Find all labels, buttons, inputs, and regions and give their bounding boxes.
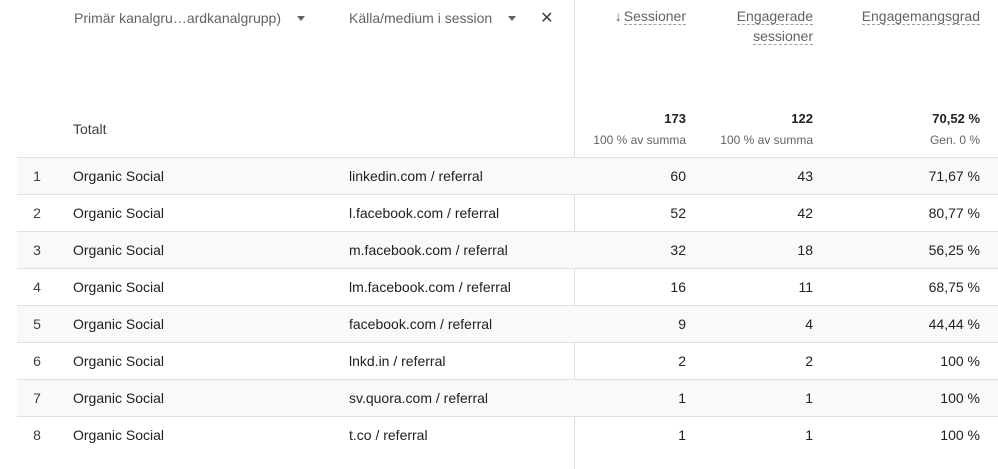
row-source-medium: t.co / referral — [349, 427, 428, 443]
row-engagement-rate: 71,67 % — [928, 168, 980, 184]
row-channel: Organic Social — [73, 427, 165, 443]
table-row[interactable]: 3 Organic Social m.facebook.com / referral… — [17, 231, 998, 269]
row-source-medium: l.facebook.com / referral — [349, 205, 500, 221]
row-sessions: 1 — [678, 390, 686, 406]
row-source-medium: lnkd.in / referral — [349, 353, 446, 369]
row-channel: Organic Social — [73, 279, 165, 295]
row-channel: Organic Social — [73, 168, 165, 184]
sessions-header-label: Sessioner — [623, 8, 686, 25]
row-engagement-rate: 56,25 % — [928, 242, 980, 258]
totals-rate: 70,52 % — [932, 111, 980, 126]
row-engagement-rate: 100 % — [940, 353, 980, 369]
row-index: 4 — [33, 279, 41, 295]
row-index: 6 — [33, 353, 41, 369]
secondary-dimension-label: Källa/medium i session — [349, 10, 493, 26]
row-engagement-rate: 44,44 % — [928, 316, 980, 332]
engagement-rate-header-label: Engagemangsgrad — [861, 8, 980, 25]
row-channel: Organic Social — [73, 242, 165, 258]
row-sessions: 52 — [670, 205, 686, 221]
engaged-header-line1: Engagerade — [736, 8, 813, 25]
row-engaged-sessions: 43 — [797, 168, 813, 184]
row-source-medium: lm.facebook.com / referral — [349, 279, 511, 295]
engaged-sessions-column-header[interactable]: Engagerade sessioner — [716, 6, 813, 46]
row-source-medium: linkedin.com / referral — [349, 168, 483, 184]
table-row[interactable]: 2 Organic Social l.facebook.com / referral… — [17, 194, 998, 232]
row-sessions: 16 — [670, 279, 686, 295]
row-engagement-rate: 100 % — [940, 390, 980, 406]
row-sessions: 9 — [678, 316, 686, 332]
row-source-medium: facebook.com / referral — [349, 316, 493, 332]
table-row[interactable]: 6 Organic Social lnkd.in / referral 2 2 100 % — [17, 342, 998, 380]
table-row[interactable]: 4 Organic Social lm.facebook.com / referra… — [17, 268, 998, 306]
primary-dimension-selector[interactable]: Primär kanalgru…ardkanalgrupp) — [74, 0, 305, 36]
table-row[interactable]: 8 Organic Social t.co / referral 1 1 100 % — [17, 416, 998, 454]
row-index: 2 — [33, 205, 41, 221]
row-index: 1 — [33, 168, 41, 184]
table-row[interactable]: 5 Organic Social facebook.com / referral 9 4… — [17, 305, 998, 343]
row-engaged-sessions: 1 — [805, 390, 813, 406]
totals-sessions-sub: 100 % av summa — [593, 133, 686, 147]
totals-sessions: 173 — [664, 111, 686, 126]
row-sessions: 2 — [678, 353, 686, 369]
row-engagement-rate: 100 % — [940, 427, 980, 443]
totals-engaged-sub: 100 % av summa — [720, 133, 813, 147]
secondary-dimension-selector[interactable]: Källa/medium i session ✕ — [349, 0, 554, 36]
row-engaged-sessions: 11 — [798, 279, 813, 295]
row-engagement-rate: 80,77 % — [928, 205, 980, 221]
row-index: 8 — [33, 427, 41, 443]
row-index: 5 — [33, 316, 41, 332]
row-channel: Organic Social — [73, 353, 165, 369]
dropdown-icon — [297, 15, 305, 21]
row-engaged-sessions: 4 — [805, 316, 813, 332]
engaged-header-line2: sessioner — [753, 28, 813, 45]
row-channel: Organic Social — [73, 316, 165, 332]
row-source-medium: m.facebook.com / referral — [349, 242, 508, 258]
row-engaged-sessions: 1 — [805, 427, 813, 443]
row-channel: Organic Social — [73, 390, 165, 406]
row-engaged-sessions: 2 — [805, 353, 813, 369]
row-index: 3 — [33, 242, 41, 258]
sessions-column-header[interactable]: ↓ Sessioner — [600, 6, 686, 26]
table-row[interactable]: 7 Organic Social sv.quora.com / referral 1 1… — [17, 379, 998, 417]
row-sessions: 32 — [670, 242, 686, 258]
row-channel: Organic Social — [73, 205, 165, 221]
engagement-rate-column-header[interactable]: Engagemangsgrad — [845, 6, 980, 26]
row-source-medium: sv.quora.com / referral — [349, 390, 489, 406]
table-row[interactable]: 1 Organic Social linkedin.com / referral 60… — [17, 157, 998, 195]
row-engagement-rate: 68,75 % — [928, 279, 980, 295]
totals-label: Totalt — [73, 121, 107, 137]
row-sessions: 60 — [670, 168, 686, 184]
row-engaged-sessions: 18 — [797, 242, 813, 258]
sort-descending-icon: ↓ — [614, 8, 622, 24]
row-sessions: 1 — [678, 427, 686, 443]
row-index: 7 — [33, 390, 41, 406]
totals-rate-sub: Gen. 0 % — [929, 133, 980, 147]
primary-dimension-label: Primär kanalgru…ardkanalgrupp) — [74, 10, 281, 26]
row-engaged-sessions: 42 — [797, 205, 813, 221]
dropdown-icon — [508, 15, 517, 21]
totals-engaged: 122 — [791, 111, 813, 126]
close-icon[interactable]: ✕ — [540, 10, 554, 27]
